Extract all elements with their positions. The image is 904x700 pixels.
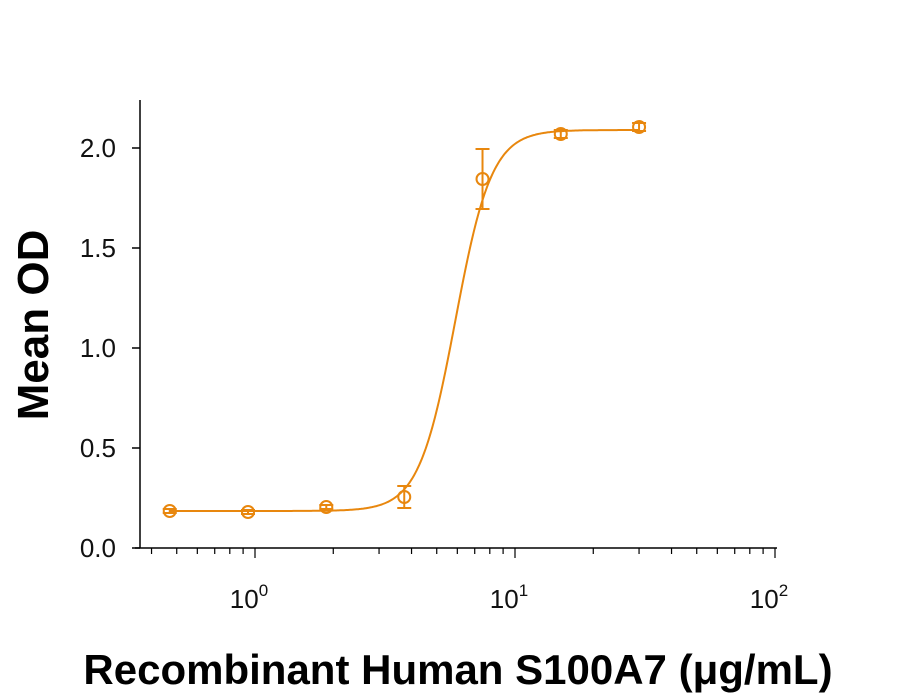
data-point — [553, 127, 568, 141]
y-tick-label: 1.5 — [80, 233, 116, 263]
y-tick-label: 1.0 — [80, 333, 116, 363]
data-points — [162, 120, 647, 519]
ticks: 0.0 0.5 1.0 1.5 2.0 100 101 102 — [80, 133, 788, 614]
point-marker — [632, 120, 647, 134]
point-marker — [241, 505, 256, 519]
x-axis-title: Recombinant Human S100A7 (μg/mL) — [83, 646, 832, 693]
point-marker — [553, 127, 568, 141]
data-point — [319, 500, 334, 514]
point-marker — [162, 504, 177, 518]
point-marker — [397, 490, 412, 504]
data-point — [397, 485, 412, 509]
y-tick-label: 0.0 — [80, 533, 116, 563]
point-marker — [475, 172, 490, 186]
data-point — [241, 505, 256, 519]
y-tick-label: 0.5 — [80, 433, 116, 463]
data-point — [162, 504, 177, 518]
data-point — [475, 148, 490, 210]
axes — [135, 100, 777, 549]
data-point — [632, 120, 647, 134]
y-tick-label: 2.0 — [80, 133, 116, 163]
x-tick-label: 102 — [750, 581, 788, 614]
y-axis-title: Mean OD — [9, 230, 58, 421]
x-tick-label: 100 — [230, 581, 268, 614]
x-tick-label: 101 — [490, 581, 528, 614]
fit-curve — [169, 129, 639, 512]
point-marker — [319, 500, 334, 514]
fit-curve-group — [169, 129, 639, 512]
